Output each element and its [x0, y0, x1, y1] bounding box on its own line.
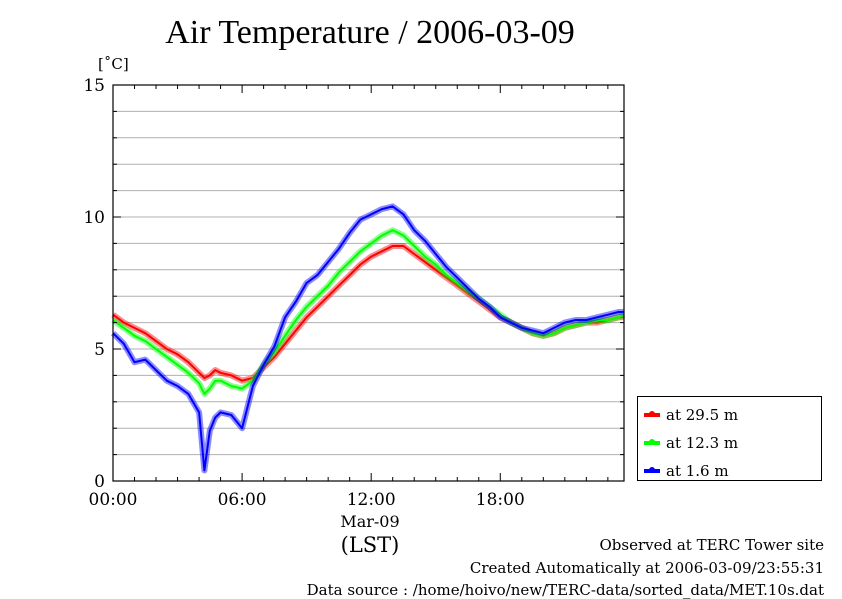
legend-item-29-5m: at 29.5 m	[638, 401, 821, 429]
legend: at 29.5 m at 12.3 m at 1.6 m	[637, 396, 822, 481]
legend-swatch-green	[644, 439, 660, 445]
x-tick-label: 18:00	[476, 490, 525, 510]
y-tick-label: 0	[94, 472, 105, 492]
legend-swatch-blue	[644, 467, 660, 473]
legend-swatch-red	[644, 411, 660, 417]
x-tick-label: 12:00	[347, 490, 396, 510]
y-axis-unit-label: [˚C]	[98, 55, 129, 73]
series-line	[112, 205, 624, 472]
x-tick-label: 06:00	[218, 490, 267, 510]
legend-label: at 29.5 m	[666, 406, 739, 424]
legend-item-1-6m: at 1.6 m	[638, 457, 821, 485]
legend-label: at 1.6 m	[666, 462, 729, 480]
x-axis-date-label: Mar-09	[340, 512, 400, 531]
y-tick-label: 5	[94, 340, 105, 360]
legend-label: at 12.3 m	[666, 434, 739, 452]
x-tick-label: 00:00	[89, 490, 138, 510]
legend-item-12-3m: at 12.3 m	[638, 429, 821, 457]
footer-site: Observed at TERC Tower site	[599, 536, 824, 554]
series-line	[112, 229, 625, 395]
y-tick-label: 15	[83, 76, 105, 96]
chart-title: Air Temperature / 2006-03-09	[165, 14, 575, 51]
footer-source: Data source : /home/hoivo/new/TERC-data/…	[306, 581, 824, 599]
series-line-band	[111, 227, 626, 397]
plot-frame	[112, 84, 625, 482]
y-tick-label: 10	[83, 208, 105, 228]
series-line-band	[111, 243, 624, 384]
footer-created: Created Automatically at 2006-03-09/23:5…	[469, 559, 824, 577]
x-axis-unit-label: (LST)	[340, 533, 400, 557]
